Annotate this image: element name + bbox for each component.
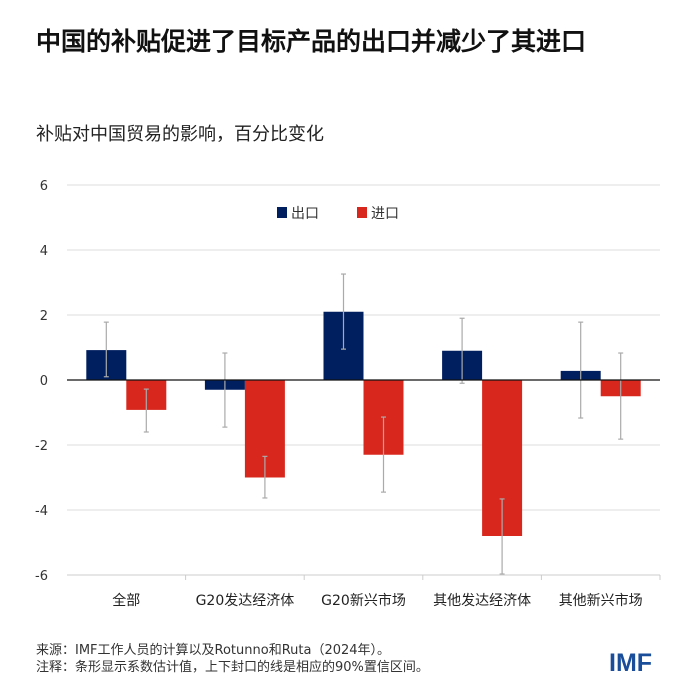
chart-subtitle: 补贴对中国贸易的影响，百分比变化 <box>36 124 324 145</box>
imf-logo: IMF <box>609 649 653 677</box>
legend-swatch <box>357 207 367 218</box>
footnote: 注释：条形显示系数估计值，上下封口的线是相应的90%置信区间。 <box>36 660 429 675</box>
bar-chart: 6 4 2 0 -2 -4 -6 全部 G20发达经济体 G20新兴市场 其他发达经济体 其他新兴市场… <box>35 179 661 609</box>
y-tick-label: 6 <box>40 179 48 194</box>
x-tick-label: 全部 <box>112 592 140 609</box>
y-tick-label: 4 <box>40 244 48 259</box>
source-note: 来源：IMF工作人员的计算以及Rotunno和Ruta（2024年）。 <box>36 643 391 658</box>
legend-label: 出口 <box>291 206 319 222</box>
x-tick-label: 其他新兴市场 <box>559 592 643 609</box>
y-tick-label: 2 <box>40 309 48 324</box>
x-tick-label: G20新兴市场 <box>321 592 406 609</box>
y-tick-label: -6 <box>35 569 48 584</box>
chart-title: 中国的补贴促进了目标产品的出口并减少了其进口 <box>36 27 587 56</box>
y-tick-label: 0 <box>40 374 48 389</box>
legend-label: 进口 <box>371 206 399 222</box>
legend-swatch <box>277 207 287 218</box>
y-tick-label: -2 <box>35 439 48 454</box>
x-tick-label: G20发达经济体 <box>196 593 295 609</box>
y-tick-label: -4 <box>35 504 48 519</box>
x-tick-label: 其他发达经济体 <box>433 593 531 609</box>
